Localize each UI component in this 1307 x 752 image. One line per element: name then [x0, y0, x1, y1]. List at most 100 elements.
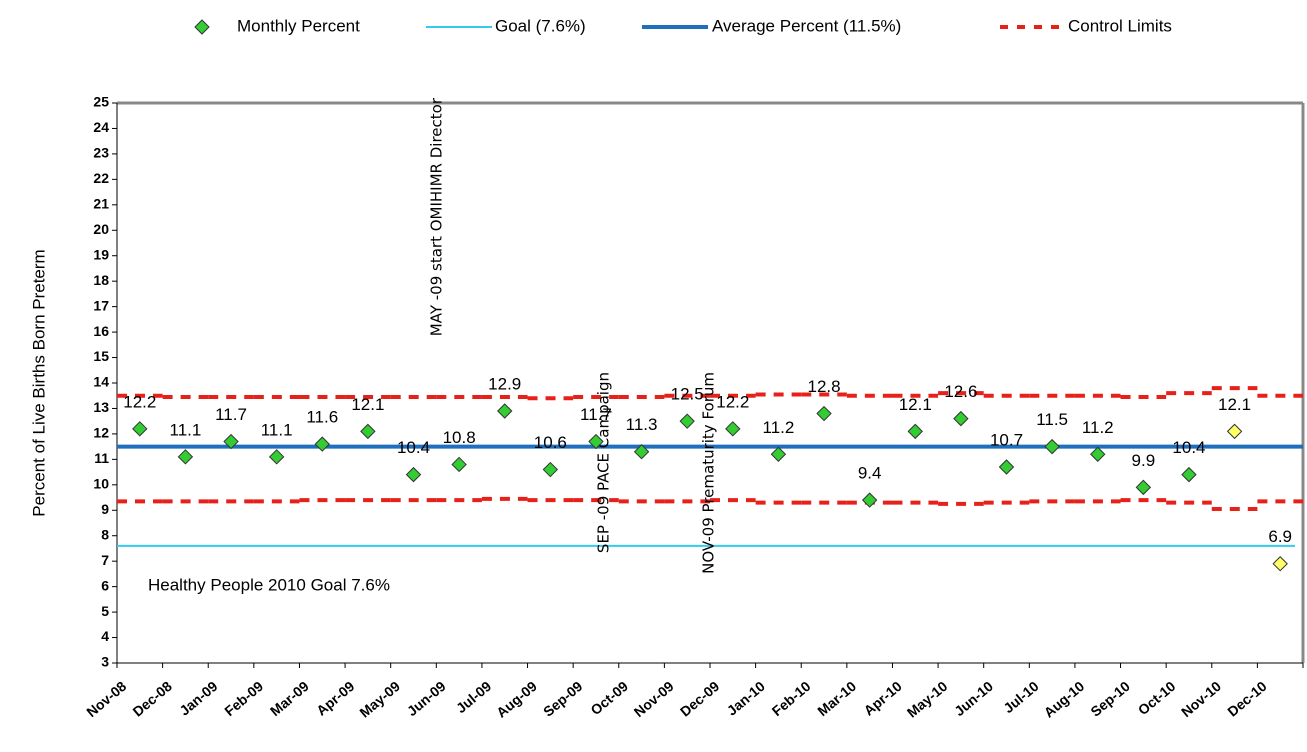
x-tick-label: Nov-08: [83, 678, 129, 720]
y-tick-label: 20: [93, 221, 109, 237]
data-point: [633, 444, 650, 460]
x-tick-label: Aug-10: [1041, 678, 1088, 721]
legend-label: Goal (7.6%): [495, 16, 586, 35]
data-point: [177, 449, 194, 465]
x-tick-label: Mar-09: [267, 678, 312, 719]
data-point: [1044, 438, 1060, 455]
data-label: 11.6: [306, 408, 338, 427]
x-tick-label: Feb-09: [221, 678, 266, 719]
x-tick-label: Sep-10: [1087, 678, 1133, 720]
x-tick-label: Dec-10: [1224, 678, 1270, 720]
data-label: 6.9: [1268, 527, 1292, 546]
data-label: 12.6: [944, 382, 977, 401]
data-point: [132, 421, 148, 437]
data-label: 12.5: [671, 385, 704, 404]
data-label: 11.1: [170, 420, 202, 439]
x-tick-label: Sep-09: [540, 678, 586, 720]
y-tick-label: 11: [94, 450, 109, 466]
data-label: 12.1: [899, 395, 932, 414]
y-tick-label: 16: [93, 323, 109, 339]
y-tick-label: 6: [101, 577, 109, 593]
y-axis-label: Percent of Live Births Born Preterm: [29, 249, 48, 516]
y-tick-label: 18: [93, 272, 109, 288]
data-point: [770, 446, 787, 462]
data-label: 12.2: [716, 392, 749, 411]
y-tick-label: 15: [93, 348, 109, 364]
y-tick-label: 14: [93, 374, 109, 390]
data-point: [1181, 466, 1197, 483]
data-label: 12.9: [488, 374, 521, 393]
data-point: [907, 423, 923, 440]
y-tick-label: 25: [93, 94, 109, 110]
y-tick-label: 22: [93, 170, 109, 186]
data-point: [497, 403, 513, 419]
legend-marker: [194, 19, 210, 35]
y-tick-label: 13: [93, 399, 109, 415]
x-tick-label: Dec-08: [129, 678, 175, 720]
annotation: Healthy People 2010 Goal 7.6%: [148, 575, 390, 594]
data-label: 9.4: [858, 464, 882, 483]
data-label: 12.2: [123, 392, 156, 411]
y-tick-label: 4: [101, 628, 109, 644]
x-tick-label: Jun-09: [404, 678, 449, 719]
legend-label: Control Limits: [1068, 16, 1172, 35]
data-label: 10.6: [534, 433, 567, 452]
y-tick-label: 9: [101, 501, 109, 517]
data-label: 11.7: [580, 405, 612, 424]
data-point: [588, 433, 604, 450]
annotation: SEP -09 PACE Campaign: [595, 372, 613, 553]
data-label: 11.3: [626, 415, 658, 434]
legend-label: Average Percent (11.5%): [712, 16, 901, 35]
data-point: [1090, 446, 1106, 462]
data-label: 12.8: [807, 377, 840, 396]
x-tick-label: Apr-10: [861, 678, 905, 719]
x-tick-label: Oct-09: [587, 678, 631, 718]
data-label: 10.4: [397, 438, 430, 457]
y-tick-label: 3: [101, 654, 109, 670]
annotation: MAY -09 start OMIHIMR Director: [428, 97, 446, 336]
data-point: [451, 456, 467, 473]
x-tick-label: Nov-09: [631, 678, 677, 720]
data-label: 11.2: [763, 418, 795, 437]
y-tick-label: 10: [93, 476, 109, 492]
y-tick-label: 24: [93, 119, 109, 135]
x-tick-label: Jul-09: [453, 678, 494, 716]
data-label: 11.7: [215, 405, 247, 424]
x-tick-label: Apr-09: [313, 678, 357, 719]
data-point: [861, 492, 878, 508]
data-label: 11.1: [261, 420, 293, 439]
y-tick-label: 21: [93, 196, 109, 212]
annotation: NOV-09 Prematurity Forum: [700, 372, 718, 574]
y-tick-label: 17: [93, 297, 109, 313]
data-point: [314, 436, 330, 452]
data-point: [725, 421, 741, 437]
x-tick-label: Feb-10: [769, 678, 814, 719]
legend-label: Monthly Percent: [237, 16, 360, 35]
y-tick-label: 12: [93, 425, 109, 441]
x-tick-label: Aug-09: [493, 678, 540, 721]
data-point: [223, 433, 239, 450]
x-tick-label: Oct-10: [1135, 678, 1179, 718]
data-label: 12.1: [351, 395, 384, 414]
x-tick-label: Jan-09: [176, 678, 220, 719]
x-tick-label: May-09: [356, 678, 403, 721]
data-point: [1135, 479, 1152, 496]
y-tick-label: 5: [101, 603, 109, 619]
data-point: [998, 459, 1015, 475]
data-point: [1226, 423, 1243, 440]
data-point: [1272, 556, 1288, 572]
data-label: 11.5: [1036, 410, 1068, 429]
x-tick-label: May-10: [904, 678, 951, 721]
data-label: 12.1: [1218, 395, 1251, 414]
data-label: 10.8: [443, 428, 476, 447]
data-point: [953, 410, 969, 427]
data-point: [405, 466, 422, 483]
data-point: [816, 405, 832, 422]
x-tick-label: Dec-09: [677, 678, 723, 720]
x-tick-label: Jan-10: [724, 678, 768, 719]
x-tick-label: Nov-10: [1178, 678, 1224, 720]
x-tick-label: Jun-10: [951, 678, 996, 719]
data-point: [542, 461, 559, 478]
data-point: [679, 413, 695, 429]
